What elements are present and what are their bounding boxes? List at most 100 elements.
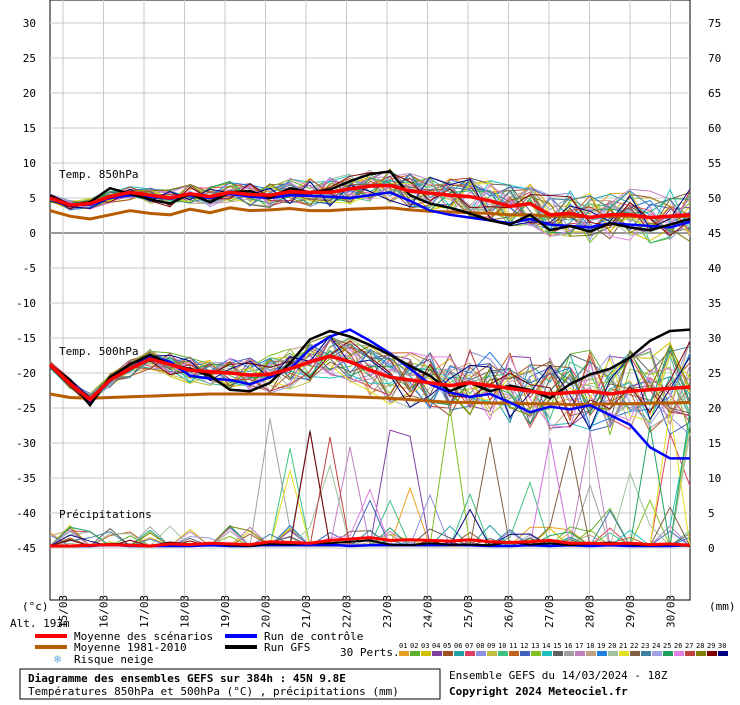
label-precip: Précipitations: [59, 508, 152, 521]
pert-label: 16: [564, 642, 572, 650]
x-tick-label: 26/03: [503, 595, 516, 628]
pert-label: 01: [399, 642, 407, 650]
pert-swatch: [454, 651, 464, 656]
pert-label: 20: [608, 642, 616, 650]
clim-line-t500: [49, 392, 691, 406]
x-tick-label: 29/03: [624, 595, 637, 628]
pert-swatch: [696, 651, 706, 656]
right-tick-label: 10: [708, 472, 721, 485]
pert-swatch: [575, 651, 585, 656]
left-tick-label: 5: [29, 192, 36, 205]
right-tick-label: 5: [708, 507, 715, 520]
pert-swatch: [509, 651, 519, 656]
pert-swatch: [487, 651, 497, 656]
right-tick-label: 40: [708, 262, 721, 275]
legend-clim-label: Moyenne 1981-2010: [74, 641, 187, 654]
left-tick-label: -10: [16, 297, 36, 310]
left-tick-label: 10: [23, 157, 36, 170]
pert-swatch: [399, 651, 409, 656]
right-tick-label: 35: [708, 297, 721, 310]
ensemble-member-t850: [49, 168, 691, 242]
pert-swatch: [663, 651, 673, 656]
main-series: [48, 170, 691, 548]
left-tick-label: -45: [16, 542, 36, 555]
left-tick-label: 30: [23, 17, 36, 30]
x-tick-label: 25/03: [462, 595, 475, 628]
left-tick-label: -15: [16, 332, 36, 345]
pert-label: 14: [542, 642, 550, 650]
x-tick-label: 21/03: [300, 595, 313, 628]
copyright: Copyright 2024 Meteociel.fr: [449, 685, 628, 698]
left-tick-label: -25: [16, 402, 36, 415]
pert-swatch: [597, 651, 607, 656]
title-box-frame: [19, 668, 441, 700]
pert-swatch: [685, 651, 695, 656]
mean-line-t850: [49, 183, 691, 220]
pert-label: 15: [553, 642, 561, 650]
perturbation-legend: 01 02 03 04 05 06 07 08 09 10 11 12 13 14 15 16 17 18 19 20…: [399, 642, 728, 656]
ensemble-member-t500: [49, 340, 691, 428]
pert-label: 25: [663, 642, 671, 650]
left-axis: 30 25 20 15 10 5 0 -5 -10 -15 -20 -25 -30 -35 -40 -45: [16, 17, 36, 555]
pert-swatch: [553, 651, 563, 656]
x-tick-label: 27/03: [543, 595, 556, 628]
pert-label: 18: [586, 642, 594, 650]
pert-swatch: [520, 651, 530, 656]
x-tick-label: 22/03: [341, 595, 354, 628]
left-tick-label: 0: [29, 227, 36, 240]
mean-line-precip: [50, 536, 691, 548]
right-tick-label: 25: [708, 367, 721, 380]
x-tick-label: 15/03: [57, 595, 70, 628]
pert-label: 23: [641, 642, 649, 650]
x-tick-label: 24/03: [422, 595, 435, 628]
left-tick-label: -20: [16, 367, 36, 380]
pert-label: 03: [421, 642, 429, 650]
title-box: Diagramme des ensembles GEFS sur 384h : …: [19, 668, 441, 700]
x-tick-label: 30/03: [665, 595, 678, 628]
right-tick-label: 45: [708, 227, 721, 240]
left-tick-label: -30: [16, 437, 36, 450]
snowflake-icon: ❄: [54, 652, 61, 666]
pert-label: 29: [707, 642, 715, 650]
right-tick-label: 60: [708, 122, 721, 135]
pert-swatch: [608, 651, 618, 656]
right-tick-label: 50: [708, 192, 721, 205]
pert-swatch: [421, 651, 431, 656]
altitude-label: Alt. 193m: [10, 617, 70, 630]
x-tick-label: 28/03: [584, 595, 597, 628]
x-tick-label: 20/03: [260, 595, 273, 628]
pert-swatch: [531, 651, 541, 656]
right-tick-label: 0: [708, 542, 715, 555]
ensemble-member-t850: [49, 177, 691, 235]
pert-label: 19: [597, 642, 605, 650]
x-axis: 15/03 16/03 17/03 18/03 19/03 20/03 21/03 22/03…: [57, 595, 678, 628]
left-tick-label: 15: [23, 122, 36, 135]
left-unit-label: (°c): [22, 600, 49, 613]
x-tick-label: 23/03: [381, 595, 394, 628]
pert-swatch: [443, 651, 453, 656]
pert-label: 22: [630, 642, 638, 650]
pert-swatch: [410, 651, 420, 656]
pert-label: 17: [575, 642, 583, 650]
pert-swatch: [707, 651, 717, 656]
legend-mean-label: Moyenne des scénarios: [74, 630, 213, 643]
pert-label: 26: [674, 642, 682, 650]
pert-swatch: [718, 651, 728, 656]
ensemble-member-t500: [49, 339, 691, 418]
pert-swatch: [619, 651, 629, 656]
pert-label: 28: [696, 642, 704, 650]
pert-label: 13: [531, 642, 539, 650]
label-t500: Temp. 500hPa: [59, 345, 138, 358]
pert-swatch: [564, 651, 574, 656]
ensemble-member-t500: [49, 343, 691, 429]
pert-label: 24: [652, 642, 660, 650]
pert-label: 06: [454, 642, 462, 650]
left-tick-label: 20: [23, 87, 36, 100]
x-tick-label: 16/03: [98, 595, 111, 628]
pert-label: 05: [443, 642, 451, 650]
pert-swatch: [652, 651, 662, 656]
right-unit-label: (mm): [709, 600, 736, 613]
pert-label: 27: [685, 642, 693, 650]
left-tick-label: -35: [16, 472, 36, 485]
